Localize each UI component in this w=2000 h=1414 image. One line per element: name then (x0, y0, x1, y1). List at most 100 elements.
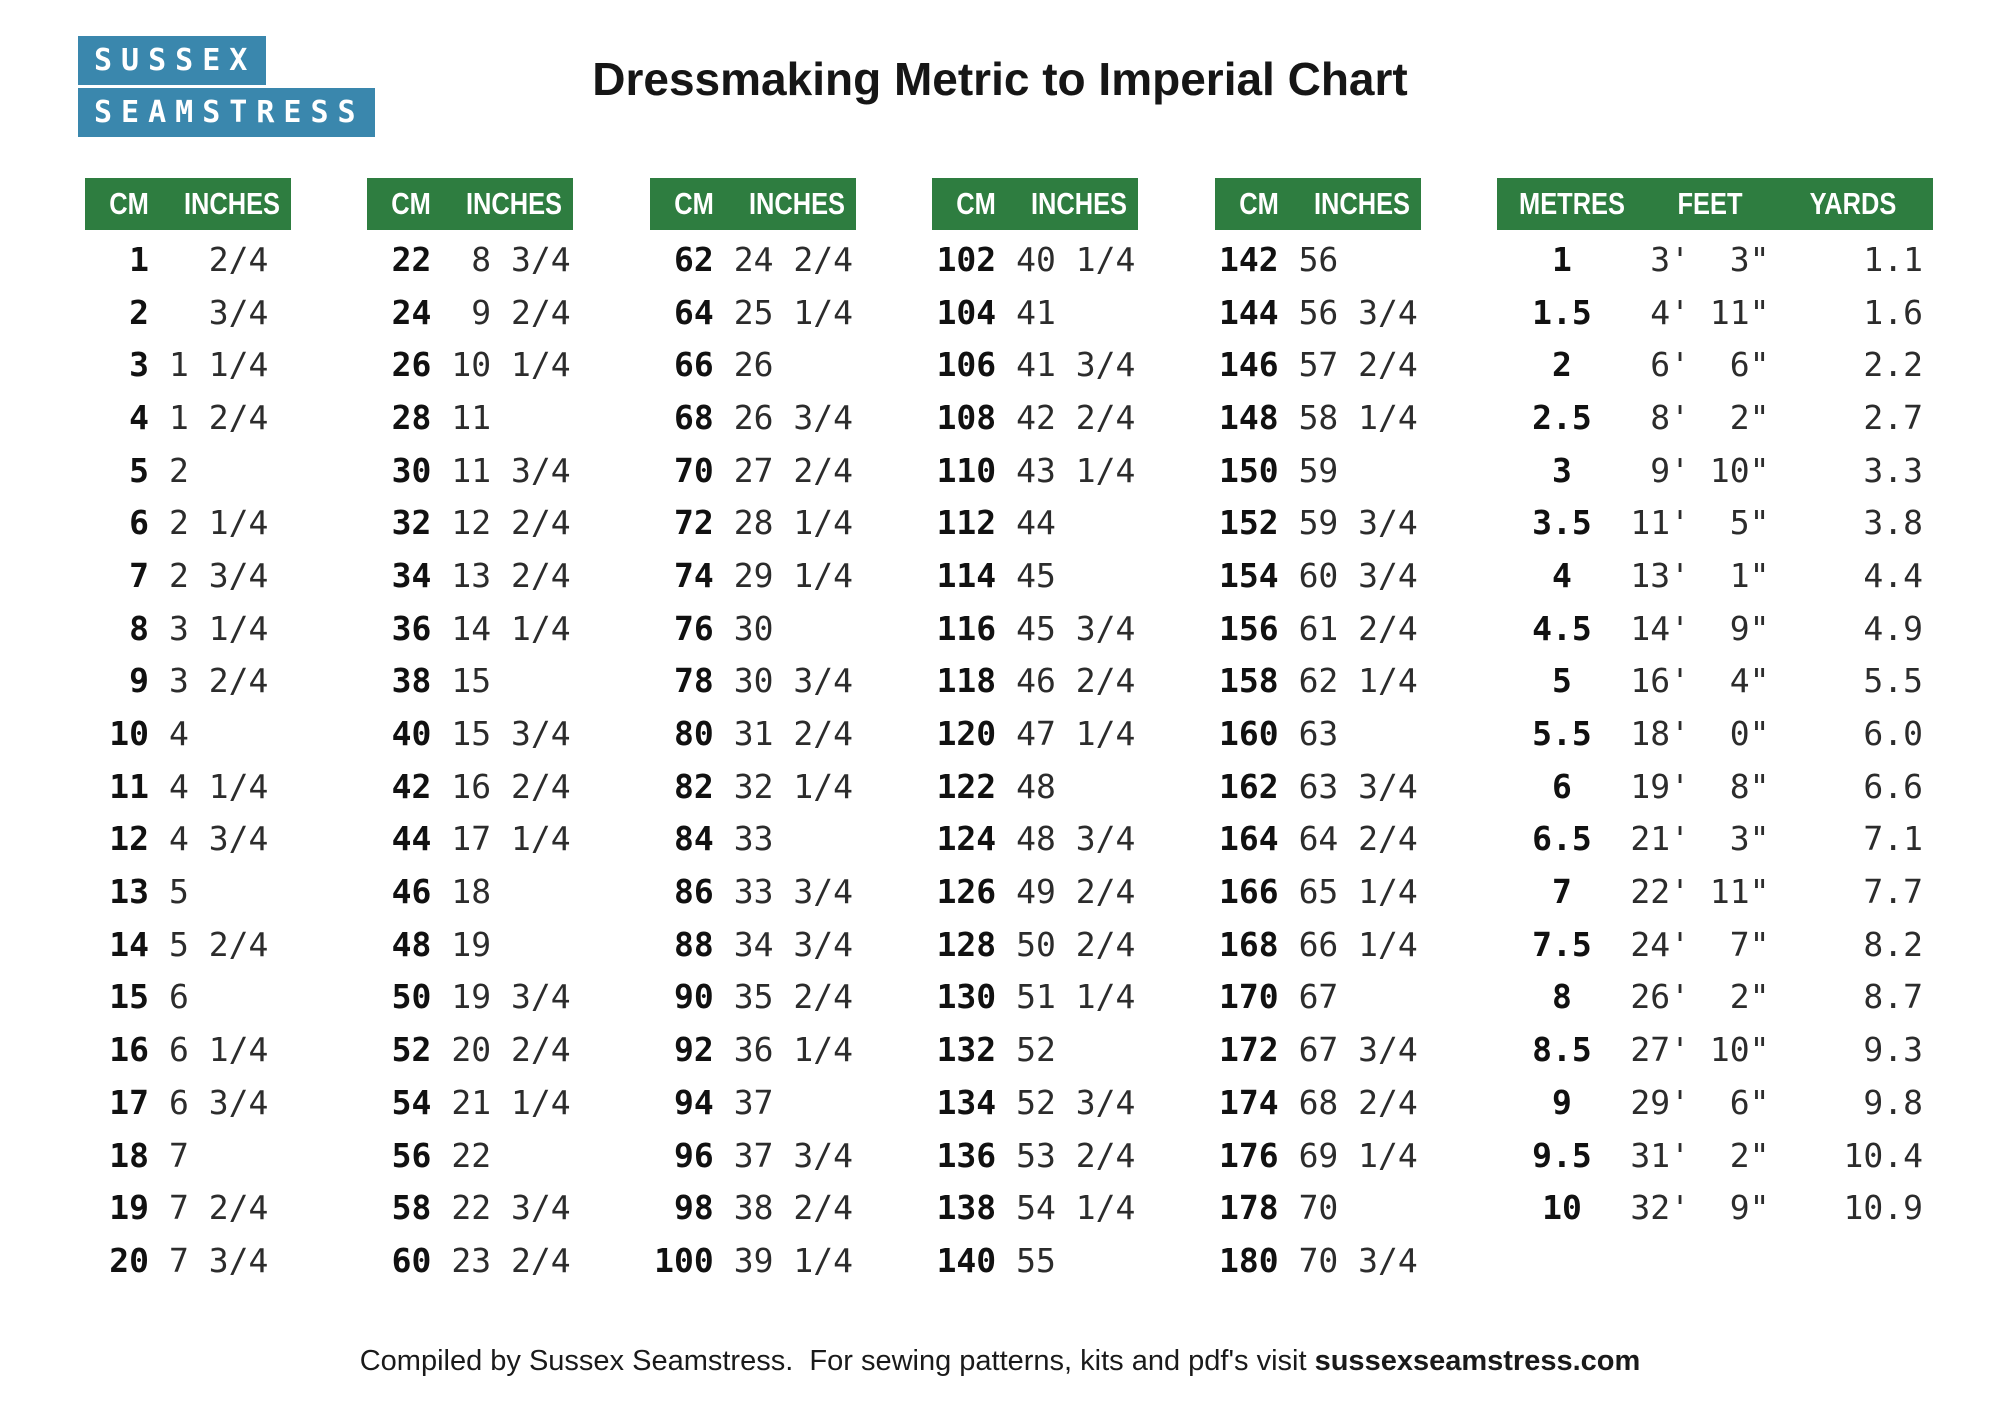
table-row: 9.5 31' 2" 10.4 (1497, 1129, 1933, 1182)
table-cell: 106 (936, 345, 997, 385)
table-cell: 6.0 (1863, 714, 1923, 754)
tables-band: CM INCHES 1 2/4 2 3/4 3 1 1/4 4 1 2/4 5 2 6 2 1/4… (85, 178, 1933, 1287)
table-cell: 58 (391, 1188, 432, 1228)
table-row: 18 7 (85, 1129, 291, 1182)
table-cell: 10.9 (1843, 1188, 1923, 1228)
table-row: 78 30 3/4 (650, 655, 856, 708)
table-row: 76 30 (650, 602, 856, 655)
table-cell: 5 2/4 (169, 924, 269, 964)
table-cell: 38 (391, 661, 432, 701)
table-row: 12 4 3/4 (85, 813, 291, 866)
cm-table-3: CM INCHES 62 24 2/4 64 25 1/4 66 26 68 26 3/4 70… (649, 178, 856, 1287)
table-cell: 35 2/4 (733, 977, 853, 1017)
table-cell: 1.1 (1863, 239, 1923, 279)
table-cell: 136 (936, 1135, 997, 1175)
table-cell: 170 (1218, 977, 1279, 1017)
table-row: 8.5 27' 10" 9.3 (1497, 1023, 1933, 1076)
table-row: 24 9 2/4 (367, 286, 573, 339)
table-row: 9 3 2/4 (85, 655, 291, 708)
table-cell: 19 (451, 924, 492, 964)
table-cell: 5.5 (1863, 661, 1923, 701)
table-cell: 63 3/4 (1298, 766, 1418, 806)
table-cell: 1.5 (1532, 292, 1592, 332)
table-cell: 7 2/4 (169, 1188, 269, 1228)
table-cell: 5 (1552, 661, 1572, 701)
table-cell: 8' 2" (1630, 397, 1770, 437)
header-inches: INCHES (1031, 186, 1128, 221)
table-cell: 2 (129, 292, 149, 332)
table-row: 166 65 1/4 (1215, 865, 1421, 918)
table-cell: 9 (129, 661, 149, 701)
table-row: 13 5 (85, 865, 291, 918)
table-cell: 23 2/4 (451, 1240, 571, 1280)
table-cell: 120 (936, 714, 997, 754)
table-cell: 4.4 (1863, 555, 1923, 595)
table-row: 68 26 3/4 (650, 391, 856, 444)
table-cell: 142 (1218, 239, 1279, 279)
table-cell: 156 (1218, 608, 1279, 648)
table-cell: 66 (674, 345, 714, 385)
table-row: 94 37 (650, 1076, 856, 1129)
table-cell: 9 2/4 (451, 292, 571, 332)
table-cell: 64 2/4 (1298, 819, 1418, 859)
table-cell: 16 2/4 (451, 766, 571, 806)
table-cell: 10 (1542, 1188, 1582, 1228)
table-cell: 52 (391, 1030, 432, 1070)
table-cell: 6 (129, 503, 149, 543)
table-cell: 68 2/4 (1298, 1082, 1418, 1122)
table-cell: 76 (674, 608, 714, 648)
table-cell: 6 3/4 (169, 1082, 269, 1122)
table-cell: 18' 0" (1630, 714, 1770, 754)
table-cell: 62 (674, 239, 714, 279)
table-cell: 146 (1218, 345, 1279, 385)
table-cell: 30 3/4 (733, 661, 853, 701)
table-cell: 66 1/4 (1298, 924, 1418, 964)
table-cell: 4 (169, 714, 189, 754)
table-cell: 40 1/4 (1016, 239, 1136, 279)
table-cell: 54 (391, 1082, 432, 1122)
table-row: 128 50 2/4 (932, 918, 1138, 971)
table-cell: 8.7 (1863, 977, 1923, 1017)
table-cell: 3 (129, 345, 149, 385)
table-row: 92 36 1/4 (650, 1023, 856, 1076)
table-row: 106 41 3/4 (932, 338, 1138, 391)
table-cell: 5 (169, 872, 189, 912)
table-cell: 32 (391, 503, 432, 543)
table-row: 170 67 (1215, 971, 1421, 1024)
table-cell: 4.5 (1532, 608, 1592, 648)
table-row: 42 16 2/4 (367, 760, 573, 813)
table-row: 154 60 3/4 (1215, 549, 1421, 602)
table-cell: 3.3 (1863, 450, 1923, 490)
header-inches: INCHES (466, 186, 563, 221)
table-row: 70 27 2/4 (650, 444, 856, 497)
table-row: 1.5 4' 11" 1.6 (1497, 286, 1933, 339)
table-cell: 26 (733, 345, 774, 385)
table-cell: 33 3/4 (733, 872, 853, 912)
table-cell: 31' 2" (1630, 1135, 1770, 1175)
table-cell: 56 (1298, 239, 1339, 279)
cm-table-1: CM INCHES 1 2/4 2 3/4 3 1 1/4 4 1 2/4 5 2 6 2 1/4… (85, 178, 291, 1287)
table-cell: 64 (674, 292, 714, 332)
table-cell: 42 (391, 766, 432, 806)
table-row: 7 2 3/4 (85, 549, 291, 602)
cm-table-5-body: 142 56 144 56 3/4 146 57 2/4 148 58 1/4 150 59 152… (1215, 233, 1421, 1287)
table-row: 14 5 2/4 (85, 918, 291, 971)
table-cell: 68 (674, 397, 714, 437)
table-row: 17 6 3/4 (85, 1076, 291, 1129)
table-cell: 12 2/4 (451, 503, 571, 543)
table-cell: 118 (936, 661, 997, 701)
table-row: 5.5 18' 0" 6.0 (1497, 707, 1933, 760)
table-row: 72 28 1/4 (650, 496, 856, 549)
table-cell: 36 1/4 (733, 1030, 853, 1070)
table-cell: 15 3/4 (451, 714, 571, 754)
table-cell: 11 (451, 397, 492, 437)
table-cell: 4' 11" (1630, 292, 1770, 332)
table-row: 60 23 2/4 (367, 1234, 573, 1287)
metres-table-header: METRES FEET YARDS (1496, 178, 1933, 230)
table-cell: 86 (674, 872, 714, 912)
table-cell: 1 1/4 (169, 345, 269, 385)
table-row: 4 1 2/4 (85, 391, 291, 444)
table-row: 150 59 (1215, 444, 1421, 497)
metres-table: METRES FEET YARDS 1 3' 3" 1.1 1.5 4' 11" 1.… (1496, 178, 1933, 1287)
